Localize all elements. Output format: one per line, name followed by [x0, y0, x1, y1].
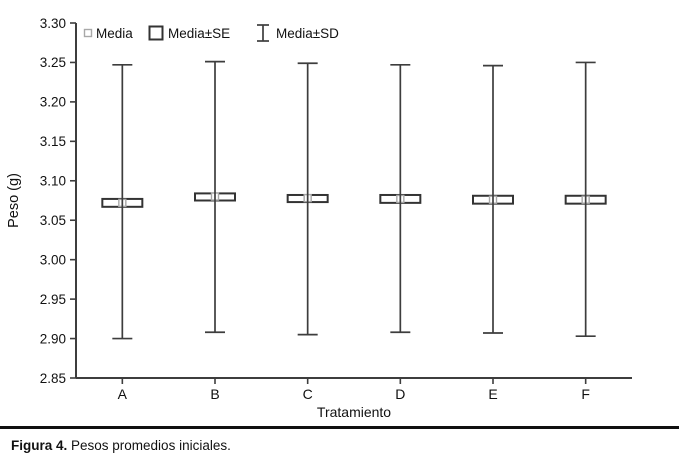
y-tick-label: 2.90	[40, 331, 66, 346]
box-square-icon	[148, 25, 164, 41]
y-tick-label: 3.15	[40, 134, 66, 149]
y-tick-label: 3.00	[40, 252, 66, 267]
y-tick-label: 3.05	[40, 213, 66, 228]
y-tick-label: 3.25	[40, 55, 66, 70]
legend: Media Media±SE Media±SD	[83, 24, 339, 42]
series-C	[286, 62, 329, 336]
figure-caption-text: Pesos promedios iniciales.	[67, 438, 231, 453]
y-tick-label: 3.20	[40, 95, 66, 110]
x-tick-label: F	[581, 386, 590, 402]
x-tick-label: E	[488, 386, 497, 402]
x-axis-title: Tratamiento	[317, 404, 391, 420]
series-B	[194, 60, 236, 334]
x-tick-label: C	[303, 386, 313, 402]
series-F	[564, 61, 607, 338]
mean-square-icon	[83, 28, 93, 38]
series-E	[472, 64, 514, 334]
y-tick-label: 2.85	[40, 371, 66, 386]
x-tick-label: B	[210, 386, 219, 402]
weight-chart: 3.30 3.25 3.20 3.15 3.10 3.05 3.00 2.95 2.90 2.85…	[6, 16, 632, 420]
series-D	[379, 63, 422, 334]
legend-item-2: Media±SE	[148, 25, 230, 41]
legend-label: Media±SE	[168, 26, 230, 41]
legend-item-3: Media±SD	[257, 24, 339, 42]
x-tick-label: A	[118, 386, 128, 402]
legend-label: Media±SD	[276, 26, 339, 41]
legend-label: Media	[96, 26, 133, 41]
y-axis-title: Peso (g)	[6, 173, 22, 228]
legend-item-1: Media	[83, 26, 133, 41]
y-tick-label: 3.30	[40, 16, 66, 31]
figure-caption-label: Figura 4.	[11, 438, 68, 453]
caption-separator	[0, 426, 679, 429]
y-tick-label: 3.10	[40, 174, 66, 189]
y-tick-label: 2.95	[40, 292, 66, 307]
x-tick-label: D	[395, 386, 405, 402]
figure-caption: Figura 4. Pesos promedios iniciales.	[11, 438, 679, 453]
series-A	[101, 63, 144, 340]
